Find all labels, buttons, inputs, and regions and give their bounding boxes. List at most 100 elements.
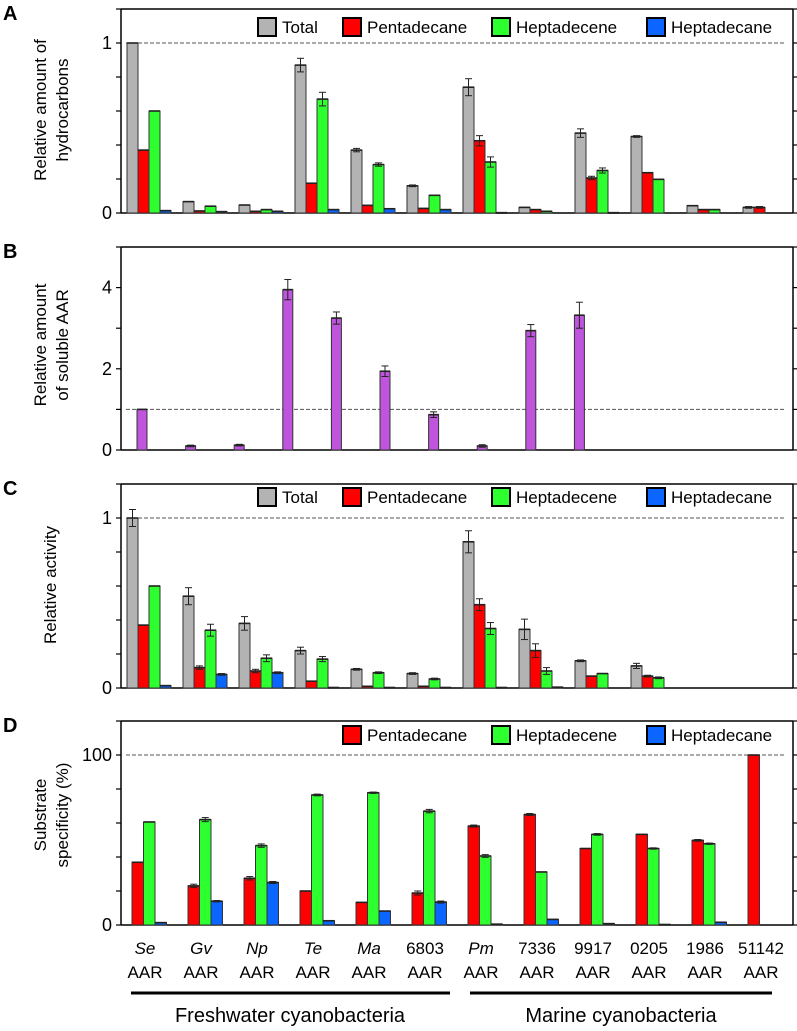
legend-item-heptadecene: Heptadecene	[491, 17, 617, 37]
bar-total	[294, 64, 307, 214]
bar-heptadecene	[647, 848, 660, 926]
bar-aar	[428, 414, 440, 451]
bar-total	[182, 201, 195, 214]
bar-heptadecene	[428, 678, 441, 689]
bar-total	[126, 517, 139, 689]
bar-pentadecane	[585, 177, 598, 214]
bar-total	[630, 136, 643, 214]
bar-total	[350, 668, 363, 689]
panel-d: D Substrate specificity (%) 0 100 Pentadecane…	[3, 715, 797, 935]
bar-aar	[525, 330, 537, 451]
bar-pentadecane	[473, 140, 486, 214]
y-tick-label: 0	[102, 203, 112, 223]
legend-swatch	[257, 17, 277, 37]
bar-pentadecane	[747, 754, 760, 926]
bar-pentadecane	[187, 885, 200, 926]
bar-total	[182, 595, 195, 689]
category-suffix: AAR	[352, 963, 387, 982]
bar-heptadecene	[652, 677, 665, 689]
bar-heptadecene	[367, 792, 380, 926]
legend-label: Total	[282, 18, 318, 37]
category-label: 6803	[406, 939, 444, 958]
bar-heptadecane	[378, 910, 391, 926]
bar-heptadecene	[596, 170, 609, 214]
legend-item-heptadecane: Heptadecane	[646, 487, 772, 507]
legend-label: Heptadecane	[671, 18, 772, 37]
y-tick-label: 2	[102, 359, 112, 379]
bar-heptadecene	[316, 98, 329, 214]
legend-label: Heptadecene	[516, 488, 617, 507]
legend-item-pentadecane: Pentadecane	[342, 17, 467, 37]
bar-heptadecene	[316, 658, 329, 689]
bar-total	[518, 206, 531, 214]
bar-pentadecane	[299, 890, 312, 926]
y-tick-label: 0	[102, 440, 112, 460]
category-suffix: AAR	[128, 963, 163, 982]
bar-heptadecene	[204, 205, 217, 214]
y-axis-title: Relative amount	[31, 283, 50, 406]
bar-total	[574, 660, 587, 689]
category-suffix: AAR	[464, 963, 499, 982]
bar-pentadecane	[473, 604, 486, 689]
y-tick-label: 4	[102, 278, 112, 298]
legend-swatch	[342, 487, 362, 507]
bar-pentadecane	[243, 877, 256, 926]
bar-heptadecene	[260, 657, 273, 689]
category-suffix: AAR	[296, 963, 331, 982]
legend-swatch	[491, 487, 511, 507]
bar-heptadecene	[204, 629, 217, 689]
panel-letter: B	[3, 241, 17, 263]
panel-letter: D	[3, 715, 17, 737]
group-label: Marine cyanobacteria	[525, 1005, 717, 1027]
panel-c: C Relative activity 0 1 Total Pentadecane Hept…	[3, 478, 797, 698]
bar-heptadecene	[148, 585, 161, 689]
category-suffix: AAR	[688, 963, 723, 982]
y-axis-title: hydrocarbons	[53, 58, 72, 161]
category-label: Se	[135, 939, 156, 958]
y-tick-label: 100	[82, 745, 112, 765]
bar-heptadecane	[210, 900, 223, 926]
legend-item-heptadecane: Heptadecane	[646, 725, 772, 745]
y-axis-title: of soluble AAR	[53, 289, 72, 401]
bar-pentadecane	[579, 848, 592, 926]
bar-total	[350, 149, 363, 214]
bar-total	[406, 185, 419, 214]
category-label: Te	[304, 939, 322, 958]
bar-pentadecane	[585, 675, 598, 689]
bar-aar	[379, 370, 391, 451]
bar-heptadecene	[428, 194, 441, 214]
bar-pentadecane	[355, 901, 368, 926]
legend-swatch	[646, 17, 666, 37]
bar-heptadecane	[546, 918, 559, 926]
category-suffix: AAR	[240, 963, 275, 982]
category-label: Np	[246, 939, 268, 958]
legend-label: Pentadecane	[367, 18, 467, 37]
bar-heptadecane	[271, 672, 284, 689]
bar-total	[574, 132, 587, 214]
bar-heptadecane	[434, 901, 447, 926]
y-tick-label: 0	[102, 915, 112, 935]
bar-pentadecane	[249, 670, 262, 689]
bar-heptadecene	[484, 161, 497, 214]
bar-total	[686, 205, 699, 214]
legend-item-heptadecane: Heptadecane	[646, 17, 772, 37]
bar-total	[630, 665, 643, 689]
bar-pentadecane	[137, 624, 150, 689]
bar-heptadecene	[255, 845, 268, 926]
category-label: 9917	[574, 939, 612, 958]
bar-pentadecane	[137, 149, 150, 214]
bar-pentadecane	[305, 680, 318, 689]
legend-item-total: Total	[257, 17, 318, 37]
bar-pentadecane	[641, 172, 654, 214]
y-axis-title: specificity (%)	[53, 763, 72, 868]
category-suffix: AAR	[184, 963, 219, 982]
bar-heptadecene	[535, 871, 548, 926]
bar-heptadecene	[372, 164, 385, 214]
legend-swatch	[646, 487, 666, 507]
legend-item-total: Total	[257, 487, 318, 507]
bar-heptadecene	[311, 794, 324, 926]
bar-total	[294, 650, 307, 689]
legend-item-heptadecene: Heptadecene	[491, 725, 617, 745]
category-suffix: AAR	[744, 963, 779, 982]
